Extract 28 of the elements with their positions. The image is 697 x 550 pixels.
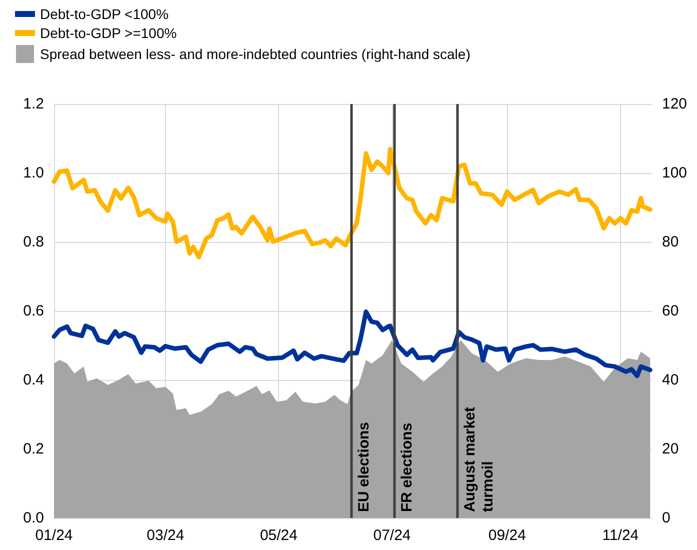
x-tick-label: 03/24: [146, 527, 184, 544]
x-tick-label: 01/24: [35, 527, 73, 544]
x-tick-label: 05/24: [260, 527, 298, 544]
legend-label: Debt-to-GDP <100%: [40, 6, 169, 22]
x-tick-label: 09/24: [488, 527, 526, 544]
line-series: [52, 146, 652, 260]
y-tick-label: 0.4: [23, 372, 44, 388]
y2-tick-label: 40: [662, 372, 679, 388]
x-tick-label: 07/24: [373, 527, 411, 544]
y2-tick-label: 20: [662, 440, 679, 458]
ref-line-label: EU elections: [356, 422, 373, 512]
line-series: [52, 309, 652, 378]
ref-line-label: August market turmoil: [462, 402, 496, 512]
y-tick-label: 1.0: [23, 164, 44, 182]
legend-label: Spread between less- and more-indebted countries (right-hand scale): [40, 46, 470, 62]
y-tick-label: 0.8: [23, 234, 44, 250]
y2-tick-label: 60: [662, 302, 679, 320]
ref-line-label: FR elections: [398, 422, 416, 512]
y-tick-label: 1.2: [23, 96, 44, 112]
y2-tick-label: 0: [662, 510, 670, 526]
y2-tick-label: 80: [662, 234, 679, 250]
y-tick-label: 0.0: [23, 510, 44, 526]
y2-tick-label: 120: [662, 96, 688, 112]
x-tick-label: 11/24: [602, 527, 639, 544]
legend-label: Debt-to-GDP >=100%: [40, 25, 177, 41]
y-tick-label: 0.6: [23, 302, 44, 320]
y-tick-label: 0.2: [23, 440, 44, 458]
y2-tick-label: 100: [662, 164, 688, 182]
